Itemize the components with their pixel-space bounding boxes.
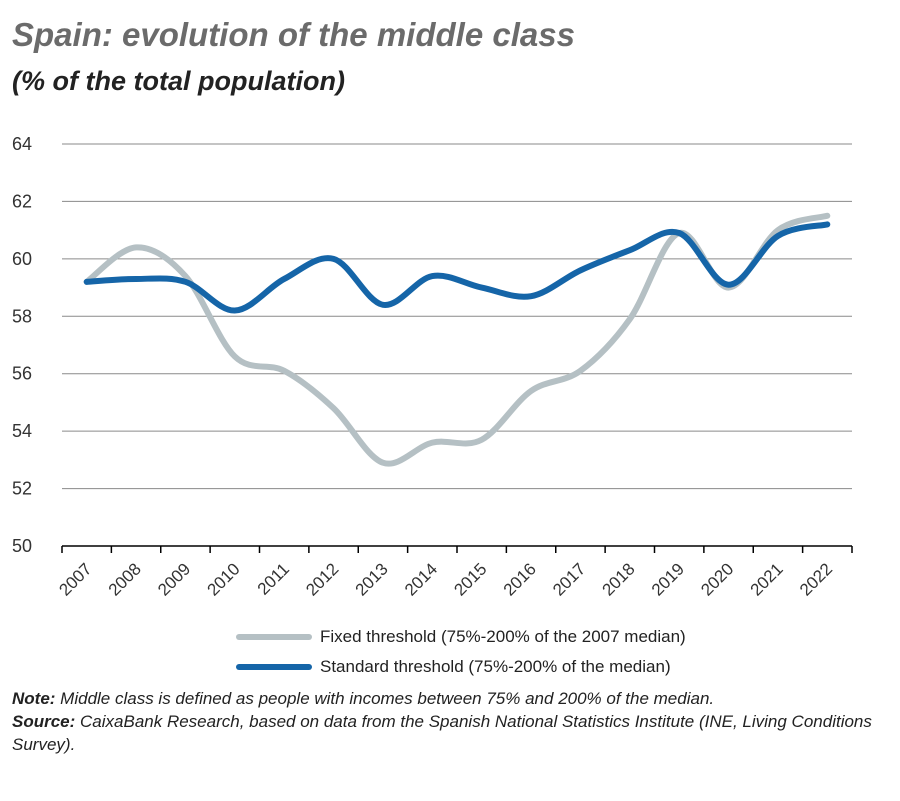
source-line: Source: CaixaBank Research, based on dat… <box>12 710 892 756</box>
series-line-fixed-threshold <box>83 212 831 467</box>
legend-swatch-standard <box>236 664 312 670</box>
note-label: Note: <box>12 689 56 708</box>
x-tick-label: 2022 <box>796 559 836 599</box>
x-tick-label: 2019 <box>648 559 688 599</box>
x-tick-label: 2009 <box>154 559 194 599</box>
y-tick-label: 56 <box>12 364 32 384</box>
chart-subtitle: (% of the total population) <box>12 66 345 96</box>
x-tick-label: 2014 <box>401 559 441 599</box>
x-tick-label: 2013 <box>352 559 392 599</box>
note-text: Middle class is defined as people with i… <box>55 689 715 708</box>
y-tick-label: 50 <box>12 536 32 556</box>
y-tick-label: 64 <box>12 134 32 154</box>
x-tick-label: 2017 <box>549 559 589 599</box>
x-axis: 2007 2008 2009 2010 2011 2012 2013 2014 2015 2016… <box>55 545 853 600</box>
x-tick-label: 2016 <box>500 559 540 599</box>
note-line: Note: Middle class is defined as people … <box>12 687 892 710</box>
x-tick-label: 2020 <box>697 559 737 599</box>
x-tick-label: 2008 <box>105 559 145 599</box>
x-tick-label: 2012 <box>302 559 342 599</box>
x-tick-label: 2010 <box>203 559 243 599</box>
legend-item-standard: Standard threshold (75%-200% of the medi… <box>236 652 686 682</box>
y-tick-label: 58 <box>12 306 32 326</box>
series-line-standard-threshold <box>83 221 831 314</box>
legend-label-fixed: Fixed threshold (75%-200% of the 2007 me… <box>320 627 686 646</box>
x-tick-label: 2015 <box>450 559 490 599</box>
x-tick-label: 2011 <box>254 559 293 598</box>
y-tick-label: 52 <box>12 479 32 499</box>
x-tick-label: 2018 <box>598 559 638 599</box>
legend-swatch-fixed <box>236 634 312 640</box>
source-text: CaixaBank Research, based on data from t… <box>12 712 872 754</box>
y-tick-label: 62 <box>12 191 32 211</box>
y-axis-ticks: 50 52 54 56 58 60 62 64 <box>12 134 32 556</box>
footnotes: Note: Middle class is defined as people … <box>12 687 892 756</box>
y-tick-label: 60 <box>12 249 32 269</box>
legend-item-fixed: Fixed threshold (75%-200% of the 2007 me… <box>236 622 686 652</box>
x-tick-label: 2007 <box>55 559 95 599</box>
chart-title: Spain: evolution of the middle class <box>12 16 575 53</box>
source-label: Source: <box>12 712 76 731</box>
series-lines <box>83 212 831 467</box>
y-tick-label: 54 <box>12 421 32 441</box>
legend-label-standard: Standard threshold (75%-200% of the medi… <box>320 657 671 676</box>
legend: Fixed threshold (75%-200% of the 2007 me… <box>236 622 686 682</box>
gridlines <box>62 143 852 490</box>
x-tick-label: 2021 <box>747 559 787 599</box>
